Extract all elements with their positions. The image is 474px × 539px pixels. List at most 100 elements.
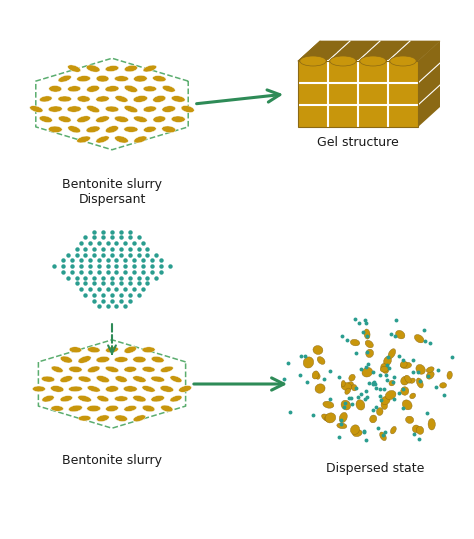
Ellipse shape [77, 75, 91, 82]
Ellipse shape [78, 376, 91, 382]
Ellipse shape [170, 376, 182, 383]
Ellipse shape [106, 386, 118, 392]
Ellipse shape [42, 395, 54, 402]
Ellipse shape [142, 347, 155, 353]
Ellipse shape [426, 371, 434, 379]
Ellipse shape [133, 356, 146, 363]
Text: Dispersed state: Dispersed state [326, 461, 424, 475]
Ellipse shape [49, 86, 62, 92]
Ellipse shape [106, 347, 118, 353]
Ellipse shape [401, 46, 427, 56]
Ellipse shape [353, 430, 362, 437]
Ellipse shape [151, 396, 164, 402]
Ellipse shape [401, 361, 407, 368]
Ellipse shape [162, 106, 175, 112]
Ellipse shape [365, 340, 374, 348]
Ellipse shape [179, 385, 191, 392]
Ellipse shape [106, 405, 118, 412]
Ellipse shape [416, 378, 423, 388]
Ellipse shape [87, 347, 100, 353]
Ellipse shape [87, 386, 100, 392]
Ellipse shape [105, 66, 119, 72]
Polygon shape [418, 41, 440, 127]
Ellipse shape [143, 106, 156, 112]
Ellipse shape [58, 75, 72, 82]
Ellipse shape [360, 56, 386, 66]
Ellipse shape [376, 407, 383, 416]
Ellipse shape [105, 106, 119, 112]
Ellipse shape [388, 349, 396, 358]
Ellipse shape [124, 85, 137, 92]
Ellipse shape [77, 136, 91, 143]
Ellipse shape [68, 65, 81, 72]
Ellipse shape [114, 357, 128, 362]
Ellipse shape [134, 116, 147, 122]
Ellipse shape [181, 106, 194, 113]
Ellipse shape [97, 396, 109, 402]
Ellipse shape [416, 426, 424, 434]
Ellipse shape [345, 388, 350, 395]
Ellipse shape [381, 401, 388, 410]
Ellipse shape [78, 416, 91, 421]
Ellipse shape [124, 126, 138, 132]
Ellipse shape [124, 346, 137, 353]
Ellipse shape [133, 95, 147, 102]
Ellipse shape [41, 376, 55, 382]
Ellipse shape [60, 396, 73, 402]
Ellipse shape [346, 382, 354, 388]
Ellipse shape [153, 95, 166, 102]
Ellipse shape [77, 96, 90, 102]
Ellipse shape [143, 65, 156, 72]
Ellipse shape [143, 86, 156, 92]
Ellipse shape [312, 371, 319, 379]
Ellipse shape [171, 116, 185, 122]
Bar [298, 61, 418, 127]
Ellipse shape [86, 106, 100, 113]
Ellipse shape [32, 386, 46, 392]
Ellipse shape [351, 384, 357, 391]
Ellipse shape [401, 362, 411, 369]
Ellipse shape [391, 426, 396, 434]
Ellipse shape [383, 356, 392, 365]
Ellipse shape [124, 367, 137, 372]
Ellipse shape [153, 75, 166, 82]
Ellipse shape [162, 86, 175, 92]
Text: Gel structure: Gel structure [317, 136, 399, 149]
Ellipse shape [315, 384, 325, 393]
Text: Bentonite slurry: Bentonite slurry [62, 454, 162, 467]
Ellipse shape [51, 366, 63, 372]
Ellipse shape [447, 371, 452, 379]
Ellipse shape [380, 432, 386, 441]
Ellipse shape [416, 364, 425, 374]
Text: Bentonite slurry
Dispersant: Bentonite slurry Dispersant [62, 178, 162, 206]
Ellipse shape [115, 136, 128, 143]
Ellipse shape [124, 65, 137, 72]
Ellipse shape [133, 415, 146, 421]
Ellipse shape [114, 76, 128, 81]
Ellipse shape [124, 405, 137, 411]
Ellipse shape [325, 413, 336, 423]
Ellipse shape [123, 386, 137, 392]
Ellipse shape [428, 419, 435, 430]
Ellipse shape [114, 116, 128, 122]
Ellipse shape [69, 366, 82, 372]
Ellipse shape [440, 383, 447, 388]
Ellipse shape [69, 386, 82, 392]
Ellipse shape [115, 376, 127, 382]
Ellipse shape [315, 373, 320, 379]
Ellipse shape [51, 406, 64, 411]
Ellipse shape [133, 396, 146, 402]
Ellipse shape [86, 126, 100, 133]
Ellipse shape [371, 46, 397, 56]
Ellipse shape [115, 95, 128, 102]
Ellipse shape [389, 381, 395, 386]
Ellipse shape [151, 356, 164, 363]
Ellipse shape [414, 335, 424, 343]
Ellipse shape [353, 341, 359, 345]
Ellipse shape [39, 116, 52, 122]
Ellipse shape [67, 106, 81, 112]
Ellipse shape [160, 385, 173, 392]
Ellipse shape [380, 367, 388, 372]
Ellipse shape [96, 96, 109, 102]
Ellipse shape [87, 405, 100, 412]
